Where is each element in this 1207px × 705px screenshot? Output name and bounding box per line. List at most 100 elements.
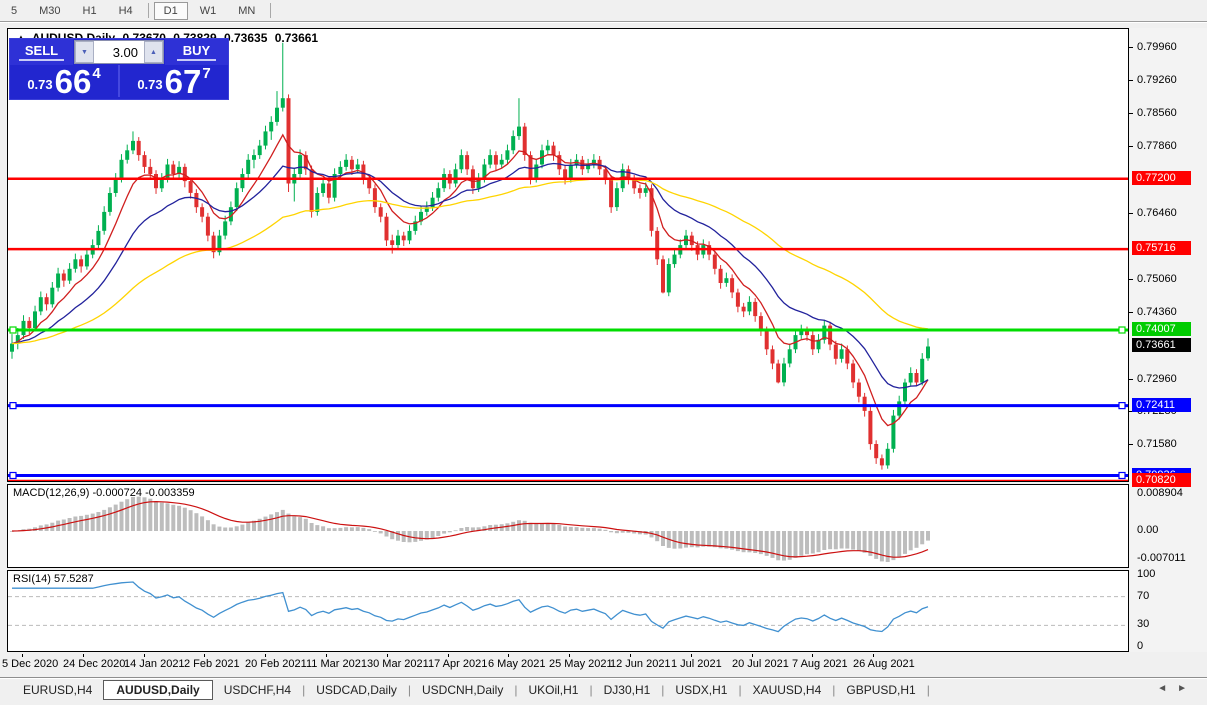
candle-body (770, 349, 775, 364)
candle-body (591, 159, 596, 165)
macd-histogram-bar (517, 520, 521, 531)
macd-histogram-bar (885, 531, 890, 562)
volume-value[interactable]: 3.00 (112, 45, 138, 60)
macd-histogram-bar (419, 531, 423, 541)
macd-histogram-bar (505, 523, 510, 531)
tab-scroll-arrows[interactable]: ◄► (1157, 683, 1197, 694)
buy-price[interactable]: 0.73 67 7 (120, 65, 228, 98)
scale-tick-mark (1129, 113, 1133, 114)
tab-separator: | (832, 683, 836, 697)
one-click-trading-panel: SELL ▼ 3.00 ▲ BUY 0.73 66 4 0.73 (9, 38, 229, 100)
ohlc-low: 0.73635 (223, 31, 268, 45)
candle-body (741, 306, 746, 312)
date-tick-mark (387, 654, 388, 657)
candle-body (125, 150, 130, 160)
level-line-handle[interactable] (1118, 402, 1126, 410)
macd-histogram-bar (136, 496, 141, 531)
macd-histogram-bar (119, 501, 124, 531)
level-line-handle[interactable] (9, 326, 17, 334)
date-label: 20 Jul 2021 (732, 658, 789, 670)
chart-tab-xauusd[interactable]: XAUUSD,H4 (752, 683, 822, 697)
timeframe-button-d1[interactable]: D1 (153, 1, 188, 20)
timeframe-button-5[interactable]: 5 (11, 4, 18, 17)
candle-body (914, 373, 919, 383)
macd-histogram-bar (102, 509, 107, 531)
candle-body (280, 98, 285, 108)
macd-histogram-bar (436, 531, 441, 536)
macd-histogram-bar (148, 498, 153, 531)
level-line-handle[interactable] (9, 402, 17, 410)
chart-tab-usdx[interactable]: USDX,H1 (675, 683, 728, 697)
candle-body (747, 301, 752, 312)
macd-histogram-bar (390, 531, 395, 540)
chart-tab-audusd[interactable]: AUDUSD,Daily (103, 680, 213, 700)
candle-body (419, 211, 423, 222)
candle-body (96, 230, 101, 246)
candle-body (856, 382, 861, 397)
level-line-handle[interactable] (9, 471, 17, 480)
rsi-line (12, 581, 929, 633)
timeframe-button-h1[interactable]: H1 (82, 4, 97, 17)
chart-tab-gbpusd[interactable]: GBPUSD,H1 (846, 683, 916, 697)
macd-histogram-bar (591, 528, 596, 531)
candle-body (799, 330, 804, 336)
sell-button[interactable]: SELL (10, 39, 73, 65)
price-level-badge: 0.74007 (1132, 322, 1191, 336)
macd-histogram-bar (637, 531, 642, 535)
level-line-handle[interactable] (1118, 471, 1126, 480)
candle-body (609, 178, 614, 208)
symbol-collapse-icon[interactable]: ▲ (17, 33, 25, 42)
scale-tick-mark (1129, 444, 1133, 445)
timeframe-button-mn[interactable]: MN (238, 4, 256, 17)
macd-histogram-bar (897, 531, 902, 558)
date-axis[interactable]: 5 Dec 2020 24 Dec 2020 14 Jan 2021 2 Feb 20… (2, 654, 1130, 676)
candle-body (303, 155, 308, 170)
volume-increase-button[interactable]: ▲ (144, 41, 163, 63)
candle-body (603, 169, 608, 179)
macd-histogram-bar (528, 522, 533, 531)
ohlc-close: 0.73661 (274, 31, 319, 45)
chart-tab-eurusd[interactable]: EURUSD,H4 (23, 683, 93, 697)
date-tick-mark (630, 654, 631, 657)
macd-indicator-pane[interactable]: MACD(12,26,9) -0.000724 -0.003359 (7, 484, 1129, 568)
chart-tab-usdchf[interactable]: USDCHF,H4 (223, 683, 292, 697)
slow-ema-line (11, 177, 929, 345)
candle-body (349, 159, 354, 170)
candle-body (38, 297, 43, 312)
volume-decrease-button[interactable]: ▼ (75, 41, 94, 63)
timeframe-button-h4[interactable]: H4 (118, 4, 133, 17)
chart-tab-ukoil[interactable]: UKOil,H1 (528, 683, 579, 697)
candle-body (511, 136, 516, 151)
macd-histogram-bar (816, 531, 821, 553)
timeframe-toolbar: 5 M30 H1 H4 D1 W1 MN (0, 0, 1207, 22)
candlestick-chart[interactable] (8, 29, 1128, 481)
sell-price[interactable]: 0.73 66 4 (10, 62, 120, 100)
rsi-indicator-pane[interactable]: RSI(14) 57.5287 (7, 570, 1129, 652)
sell-price-big: 66 (54, 62, 92, 100)
candle-body (493, 155, 498, 165)
macd-histogram-bar (557, 524, 562, 531)
tab-separator: | (661, 683, 665, 697)
macd-histogram-bar (96, 512, 101, 531)
timeframe-button-w1[interactable]: W1 (199, 4, 217, 17)
macd-histogram-bar (413, 531, 418, 542)
candle-body (845, 349, 850, 364)
chart-tab-dj30[interactable]: DJ30,H1 (603, 683, 651, 697)
scale-tick-mark (1129, 47, 1133, 48)
candle-body (903, 382, 907, 402)
macd-histogram-bar (10, 531, 14, 532)
price-scale[interactable]: 0.79960 0.79260 0.78560 0.77860 0.76460 0.750… (1129, 28, 1207, 652)
macd-histogram-bar (920, 531, 925, 545)
candle-body (378, 207, 383, 217)
price-chart-pane[interactable]: ▲ AUDUSD,Daily 0.73670 0.73829 0.73635 0… (7, 28, 1129, 482)
candle-body (649, 188, 654, 231)
timeframe-button-m30[interactable]: M30 (39, 4, 61, 17)
level-line-handle[interactable] (1118, 326, 1126, 334)
chart-tab-usdcad[interactable]: USDCAD,Daily (316, 683, 397, 697)
date-label: 20 Feb 2021 (245, 658, 307, 670)
tab-separator: | (514, 683, 518, 697)
rsi-scale-label: 0 (1137, 640, 1144, 652)
buy-button[interactable]: BUY (165, 39, 228, 65)
chart-tab-usdcnh[interactable]: USDCNH,Daily (422, 683, 504, 697)
